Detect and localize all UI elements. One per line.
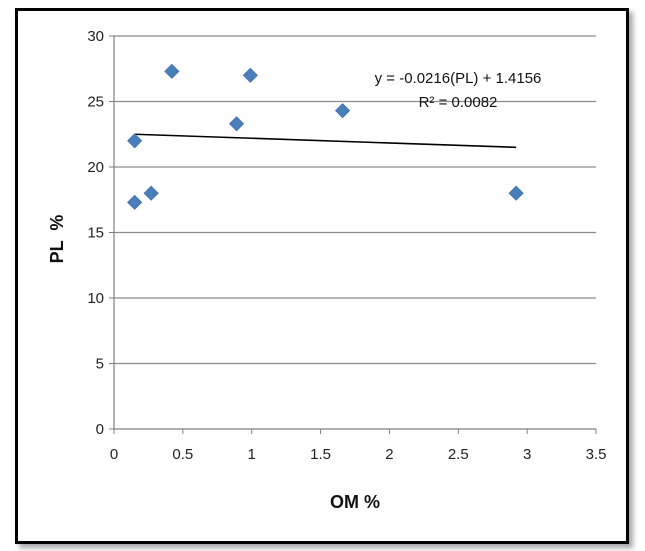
x-tick-label: 0 bbox=[110, 446, 118, 463]
y-axis-title: PL % bbox=[47, 215, 67, 264]
data-point bbox=[335, 103, 351, 119]
x-tick-label: 2.5 bbox=[448, 446, 469, 463]
data-point bbox=[242, 67, 258, 83]
y-tick-label: 30 bbox=[87, 28, 104, 45]
y-tick-label: 20 bbox=[87, 159, 104, 176]
data-point bbox=[508, 185, 524, 201]
data-point bbox=[164, 63, 180, 79]
x-tick-label: 3.5 bbox=[586, 446, 607, 463]
scatter-chart: 0 5 10 15 20 25 30 0 0.5 1 1.5 2 2.5 3 3.5 y = -0.021… bbox=[47, 28, 607, 512]
y-tick-label: 15 bbox=[87, 225, 104, 242]
x-tick-label: 1.5 bbox=[310, 446, 331, 463]
x-tick-label: 3 bbox=[523, 446, 531, 463]
y-tick-label: 0 bbox=[96, 421, 104, 438]
data-point bbox=[143, 185, 159, 201]
y-tick-label: 25 bbox=[87, 94, 104, 111]
x-axis-title: OM % bbox=[330, 492, 380, 512]
trendline-equation: y = -0.0216(PL) + 1.4156 bbox=[375, 70, 542, 87]
data-point bbox=[229, 116, 245, 132]
data-point bbox=[127, 194, 143, 210]
x-tick-label: 0.5 bbox=[172, 446, 193, 463]
data-points bbox=[127, 63, 524, 210]
gridlines bbox=[114, 35, 596, 365]
chart-frame: 0 5 10 15 20 25 30 0 0.5 1 1.5 2 2.5 3 3.5 y = -0.021… bbox=[15, 8, 629, 544]
y-tick-label: 10 bbox=[87, 290, 104, 307]
x-tick-label: 1 bbox=[248, 446, 256, 463]
trendline-group bbox=[134, 133, 517, 149]
trendline bbox=[134, 133, 517, 149]
axes bbox=[109, 35, 597, 434]
y-tick-labels: 0 5 10 15 20 25 30 bbox=[87, 28, 104, 438]
x-tick-label: 2 bbox=[385, 446, 393, 463]
trendline-r-squared: R² = 0.0082 bbox=[419, 94, 498, 111]
y-tick-label: 5 bbox=[96, 356, 104, 373]
x-tick-labels: 0 0.5 1 1.5 2 2.5 3 3.5 bbox=[110, 446, 607, 463]
data-point bbox=[127, 133, 143, 149]
